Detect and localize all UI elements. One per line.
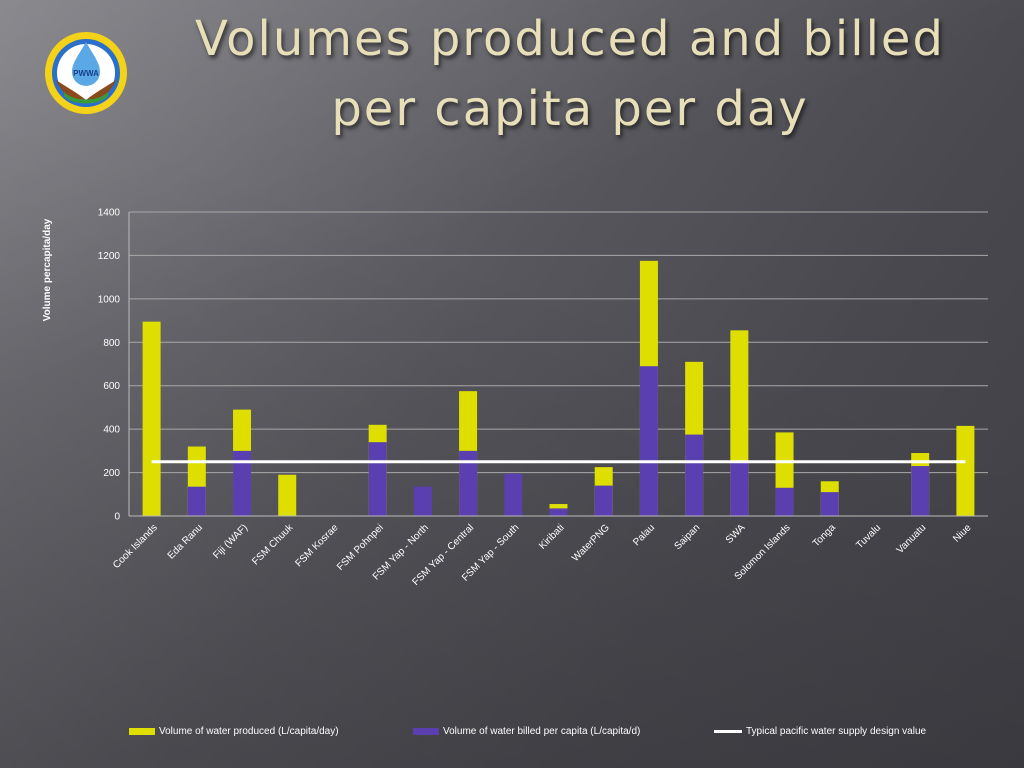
bar-billed: [459, 450, 478, 516]
legend-item-produced: Volume of water produced (L/capita/day): [129, 722, 339, 740]
bar-billed: [911, 466, 930, 516]
bar-billed: [820, 492, 839, 516]
legend-label-billed: Volume of water billed per capita (L/cap…: [443, 725, 641, 737]
bar-billed: [594, 485, 613, 516]
x-tick-label: WaterPNG: [570, 522, 612, 564]
y-tick-labels: 0 200 400 600 800 1000 1200 1400: [98, 208, 121, 523]
bar-billed: [730, 460, 749, 516]
bar-billed: [685, 434, 704, 516]
legend-swatch-produced: [129, 727, 155, 735]
y-tick-label: 1200: [98, 251, 121, 262]
legend-item-design: Typical pacific water supply design valu…: [714, 722, 926, 740]
x-tick-label: Fiji (WAF): [211, 522, 250, 561]
x-tick-label: SWA: [724, 522, 748, 546]
bar-billed: [639, 366, 658, 516]
y-tick-label: 200: [103, 468, 120, 479]
bar-billed: [549, 508, 568, 516]
x-tick-label: Tonga: [811, 522, 838, 549]
x-tick-label: FSM Pohnpei: [335, 522, 386, 573]
x-tick-label: Tuvalu: [854, 522, 883, 551]
title-line-2: per capita per day: [331, 81, 809, 137]
y-tick-label: 400: [103, 425, 120, 436]
x-tick-label: Saipan: [672, 522, 702, 552]
bar-billed: [187, 486, 206, 516]
x-tick-label: Eda Ranu: [166, 522, 205, 561]
bar-produced: [142, 321, 161, 516]
legend-label-design: Typical pacific water supply design valu…: [746, 725, 927, 737]
y-tick-label: 1400: [98, 208, 121, 219]
bar-billed: [233, 450, 252, 516]
x-tick-label: Niue: [951, 522, 974, 545]
page-title: Volumes produced and billed per capita p…: [120, 4, 1020, 144]
bar-billed: [413, 486, 432, 516]
x-tick-label: Cook Islands: [111, 522, 160, 571]
y-axis-label: Volume percapita/day: [42, 218, 53, 321]
y-tick-label: 600: [103, 381, 120, 392]
x-tick-labels: Cook Islands Eda Ranu Fiji (WAF) FSM ChuukF…: [111, 522, 974, 588]
grid-lines: [129, 211, 988, 474]
title-line-1: Volumes produced and billed: [195, 11, 945, 67]
bar-billed: [504, 473, 523, 516]
pwwa-logo: PWWA: [42, 30, 130, 116]
bar-produced: [956, 425, 975, 516]
y-tick-label: 800: [103, 338, 120, 349]
bar-billed: [368, 442, 387, 516]
x-tick-label: Vanuatu: [895, 522, 929, 556]
legend-swatch-billed: [413, 727, 439, 735]
x-tick-label: FSM Kosrae: [293, 522, 340, 569]
x-tick-label: FSM Chuuk: [250, 522, 296, 568]
legend-item-billed: Volume of water billed per capita (L/cap…: [413, 722, 640, 740]
legend-swatch-design: [714, 729, 742, 733]
bar-produced: [278, 474, 297, 516]
y-tick-label: 0: [114, 512, 120, 523]
bars: [142, 260, 975, 516]
svg-text:PWWA: PWWA: [73, 69, 99, 78]
y-tick-label: 1000: [98, 294, 121, 305]
bar-billed: [775, 487, 794, 516]
x-tick-label: Palau: [631, 522, 657, 548]
water-drop-hands-logo-icon: PWWA: [45, 32, 127, 114]
x-tick-label: Kiribati: [537, 522, 566, 551]
legend-label-produced: Volume of water produced (L/capita/day): [159, 725, 339, 737]
